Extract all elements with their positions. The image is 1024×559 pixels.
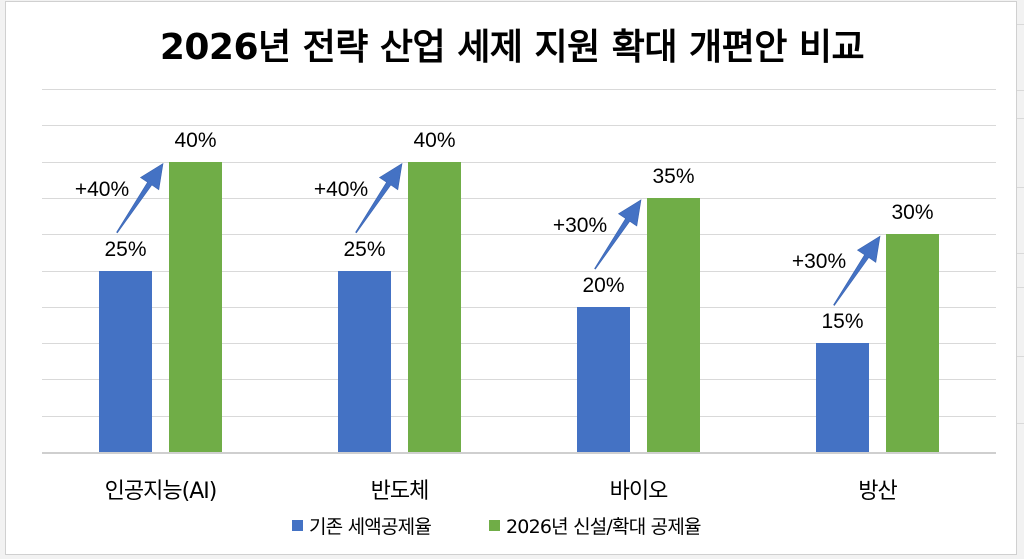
value-label-new: 30% [891, 201, 934, 225]
background-lines [1016, 0, 1024, 559]
legend-item-existing: 기존 세액공제율 [292, 512, 432, 538]
legend: 기존 세액공제율 2026년 신설/확대 공제율 [0, 512, 1024, 538]
increase-label: +30% [791, 250, 847, 274]
legend-label-new: 2026년 신설/확대 공제율 [506, 515, 701, 538]
bar-new [647, 197, 700, 452]
category-label: 바이오 [609, 479, 669, 504]
category-label: 반도체 [370, 479, 430, 504]
x-axis-baseline [42, 452, 996, 454]
legend-item-new: 2026년 신설/확대 공제율 [489, 512, 701, 538]
bar-existing [577, 306, 630, 452]
gridline [42, 379, 996, 380]
bar-existing [816, 343, 869, 452]
gridline [42, 162, 996, 163]
gridline [42, 271, 996, 272]
gridline [42, 198, 996, 199]
value-label-existing: 20% [582, 273, 625, 297]
value-label-new: 40% [174, 128, 217, 152]
value-label-existing: 15% [821, 310, 864, 334]
bar-new [169, 161, 222, 452]
category-label: 방산 [858, 479, 897, 504]
gridline [42, 234, 996, 235]
legend-swatch-existing [292, 519, 303, 531]
value-label-existing: 25% [343, 237, 386, 261]
increase-label: +40% [74, 177, 130, 201]
bar-new [886, 234, 939, 452]
category-label: 인공지능(AI) [104, 479, 218, 504]
gridline [42, 343, 996, 344]
increase-label: +40% [313, 177, 369, 201]
value-label-new: 40% [413, 128, 456, 152]
legend-swatch-new [489, 519, 500, 531]
value-label-existing: 25% [104, 237, 147, 261]
bar-existing [338, 270, 391, 452]
bar-new [408, 161, 461, 452]
increase-label: +30% [552, 213, 608, 237]
gridline [42, 416, 996, 417]
gridline [42, 125, 996, 126]
bar-existing [99, 270, 152, 452]
value-label-new: 35% [652, 164, 695, 188]
gridline [42, 89, 996, 90]
chart-title: 2026년 전략 산업 세제 지원 확대 개편안 비교 [159, 27, 865, 68]
gridline [42, 307, 996, 308]
legend-label-existing: 기존 세액공제율 [309, 515, 432, 538]
